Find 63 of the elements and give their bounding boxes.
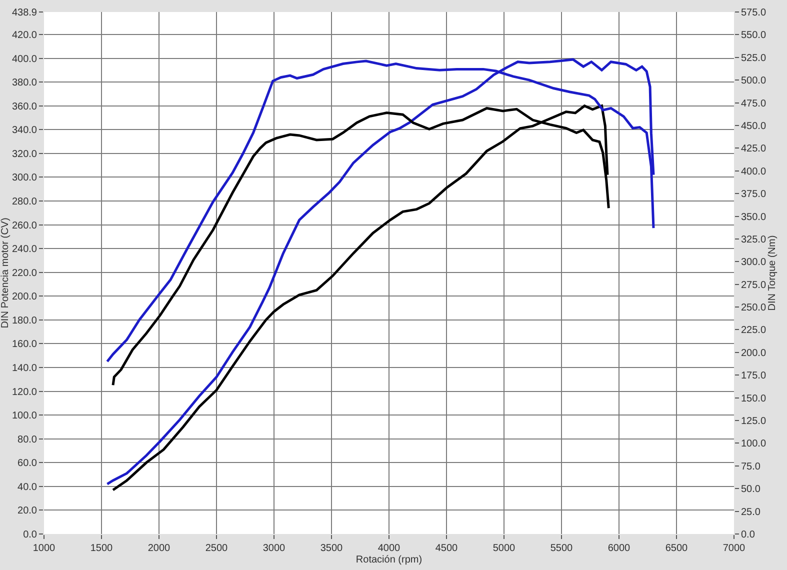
x-tick-label: 4000 [378,543,401,554]
y-tick-label: 360.0 [12,101,38,112]
y2-tick-label: 450.0 [741,120,766,132]
y2-tick-label: 175.0 [741,370,766,382]
y-tick-label: 200.0 [12,292,38,303]
y2-tick-label: 525.0 [741,52,766,64]
y2-tick-label: 425.0 [741,144,766,155]
y2-tick-label: 375.0 [741,189,766,200]
y2-tick-label: 350.0 [741,212,766,223]
y2-tick-label: 200.0 [741,348,766,359]
y-tick-label: 320.0 [12,148,38,160]
y-tick-label: 80.0 [18,434,38,446]
y2-tick-label: 300.0 [741,257,766,268]
y2-tick-label: 25.0 [741,506,761,518]
y2-tick-label: 325.0 [741,234,766,246]
x-tick-label: 6500 [665,543,688,554]
y-tick-label: 180.0 [12,315,38,326]
y-tick-label: 280.0 [12,196,38,208]
x-tick-label: 5000 [492,543,516,554]
y-tick-label: 100.0 [12,410,38,422]
y2-tick-label: 500.0 [741,76,766,87]
y-tick-label: 0.0 [23,530,38,540]
x-tick-label: 2500 [205,543,228,554]
x-tick-label: 6000 [608,543,631,554]
y-tick-label: 220.0 [12,268,38,279]
y2-axis-title: DIN Torque (Nm) [766,235,778,311]
y-tick-label: 260.0 [12,220,38,232]
y-tick-label: 140.0 [12,362,38,374]
y2-tick-label: 550.0 [741,30,766,42]
x-tick-label: 3500 [320,543,344,554]
y-tick-label: 340.0 [12,125,38,136]
y-tick-label: 20.0 [18,506,38,517]
y2-tick-label: 0.0 [741,530,756,540]
x-tick-label: 1500 [90,543,114,554]
y2-tick-label: 275.0 [741,280,766,291]
y-axis-title: DIN Potencia motor (CV) [0,218,11,328]
y-tick-label: 60.0 [18,458,38,470]
y-tick-label: 380.0 [12,78,38,89]
y2-tick-label: 575.0 [741,8,766,18]
y2-tick-label: 50.0 [741,484,761,496]
y2-tick-label: 100.0 [741,438,766,450]
y2-tick-label: 150.0 [741,393,766,404]
y-tick-label: 240.0 [12,244,38,256]
y2-tick-label: 250.0 [741,302,766,314]
y-tick-label: 160.0 [12,339,38,350]
y-tick-label: 438.9 [12,8,38,18]
y-tick-label: 120.0 [12,386,38,398]
x-tick-label: 7000 [722,543,746,554]
x-tick-label: 3000 [262,543,286,554]
y2-tick-label: 475.0 [741,98,766,110]
x-tick-label: 2000 [148,543,171,554]
y-tick-label: 420.0 [12,30,38,41]
x-axis-title: Rotación (rpm) [356,554,422,566]
y-tick-label: 40.0 [18,482,38,493]
y2-tick-label: 400.0 [741,166,766,178]
y2-tick-label: 225.0 [741,325,766,336]
x-tick-label: 4500 [435,543,458,554]
x-tick-label: 1000 [32,543,56,554]
y-tick-label: 400.0 [12,54,38,65]
y-tick-label: 300.0 [12,172,38,184]
y2-tick-label: 75.0 [741,461,761,472]
x-tick-label: 5500 [550,543,574,554]
y2-tick-label: 125.0 [741,416,766,428]
